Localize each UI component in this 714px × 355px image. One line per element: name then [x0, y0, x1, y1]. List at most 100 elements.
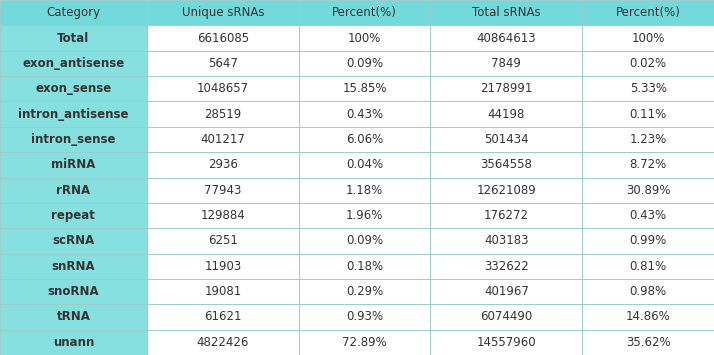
Bar — [431, 102, 583, 127]
Bar — [147, 127, 298, 152]
Bar — [0, 203, 147, 228]
Text: Unique sRNAs: Unique sRNAs — [181, 6, 264, 19]
Text: Percent(%): Percent(%) — [332, 6, 397, 19]
Text: rRNA: rRNA — [56, 184, 91, 197]
Bar — [298, 51, 431, 76]
Text: 72.89%: 72.89% — [342, 336, 387, 349]
Bar — [0, 178, 147, 203]
Text: 44198: 44198 — [488, 108, 525, 121]
Text: 0.09%: 0.09% — [346, 234, 383, 247]
Text: unann: unann — [53, 336, 94, 349]
Bar — [298, 25, 431, 51]
Bar — [147, 279, 298, 304]
Text: Total: Total — [57, 32, 89, 44]
Bar — [583, 304, 714, 330]
Text: 14.86%: 14.86% — [625, 311, 670, 323]
Bar — [0, 279, 147, 304]
Text: 0.43%: 0.43% — [630, 209, 667, 222]
Text: 5.33%: 5.33% — [630, 82, 667, 95]
Bar — [583, 51, 714, 76]
Bar — [147, 102, 298, 127]
Bar — [298, 178, 431, 203]
Text: 100%: 100% — [631, 32, 665, 44]
Bar — [431, 25, 583, 51]
Bar — [583, 279, 714, 304]
Bar — [0, 152, 147, 178]
Bar — [298, 152, 431, 178]
Bar — [431, 279, 583, 304]
Text: 0.81%: 0.81% — [630, 260, 667, 273]
Text: 11903: 11903 — [204, 260, 241, 273]
Bar — [0, 76, 147, 102]
Bar — [298, 102, 431, 127]
Bar — [583, 178, 714, 203]
Text: 501434: 501434 — [484, 133, 528, 146]
Text: 6251: 6251 — [208, 234, 238, 247]
Text: 401217: 401217 — [201, 133, 245, 146]
Bar — [583, 152, 714, 178]
Text: miRNA: miRNA — [51, 158, 96, 171]
Text: 2936: 2936 — [208, 158, 238, 171]
Text: 4822426: 4822426 — [196, 336, 249, 349]
Bar — [0, 127, 147, 152]
Bar — [583, 253, 714, 279]
Text: 3564558: 3564558 — [481, 158, 533, 171]
Text: 12621089: 12621089 — [476, 184, 536, 197]
Bar — [431, 51, 583, 76]
Text: Total sRNAs: Total sRNAs — [472, 6, 540, 19]
Text: repeat: repeat — [51, 209, 96, 222]
Text: Category: Category — [46, 6, 101, 19]
Text: 176272: 176272 — [484, 209, 529, 222]
Bar — [298, 0, 431, 25]
Bar — [431, 178, 583, 203]
Text: 0.11%: 0.11% — [630, 108, 667, 121]
Bar — [583, 102, 714, 127]
Bar — [583, 228, 714, 253]
Bar — [147, 253, 298, 279]
Text: 129884: 129884 — [201, 209, 245, 222]
Text: 6.06%: 6.06% — [346, 133, 383, 146]
Text: 8.72%: 8.72% — [630, 158, 667, 171]
Bar — [431, 0, 583, 25]
Text: 35.62%: 35.62% — [626, 336, 670, 349]
Text: 77943: 77943 — [204, 184, 241, 197]
Bar — [431, 330, 583, 355]
Bar — [431, 152, 583, 178]
Text: exon_sense: exon_sense — [35, 82, 111, 95]
Bar — [298, 330, 431, 355]
Text: 1.23%: 1.23% — [630, 133, 667, 146]
Text: 0.43%: 0.43% — [346, 108, 383, 121]
Bar — [147, 152, 298, 178]
Bar — [147, 51, 298, 76]
Bar — [0, 0, 147, 25]
Text: 14557960: 14557960 — [476, 336, 536, 349]
Bar — [583, 0, 714, 25]
Text: 0.09%: 0.09% — [346, 57, 383, 70]
Bar — [147, 330, 298, 355]
Bar — [298, 203, 431, 228]
Bar — [583, 330, 714, 355]
Text: intron_sense: intron_sense — [31, 133, 116, 146]
Bar — [431, 304, 583, 330]
Text: 5647: 5647 — [208, 57, 238, 70]
Bar — [147, 304, 298, 330]
Bar — [583, 76, 714, 102]
Bar — [431, 253, 583, 279]
Bar — [0, 25, 147, 51]
Bar — [0, 253, 147, 279]
Text: Percent(%): Percent(%) — [615, 6, 680, 19]
Text: 40864613: 40864613 — [476, 32, 536, 44]
Text: intron_antisense: intron_antisense — [18, 108, 129, 121]
Text: tRNA: tRNA — [56, 311, 91, 323]
Bar — [0, 330, 147, 355]
Bar — [0, 102, 147, 127]
Text: 61621: 61621 — [204, 311, 241, 323]
Text: snoRNA: snoRNA — [48, 285, 99, 298]
Text: 1048657: 1048657 — [197, 82, 249, 95]
Bar — [431, 203, 583, 228]
Bar — [147, 25, 298, 51]
Text: 0.98%: 0.98% — [630, 285, 667, 298]
Bar — [431, 127, 583, 152]
Text: 1.96%: 1.96% — [346, 209, 383, 222]
Bar — [147, 0, 298, 25]
